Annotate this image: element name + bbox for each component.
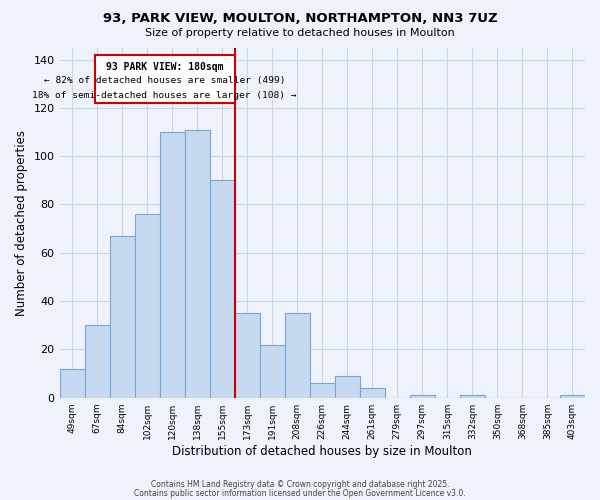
Text: ← 82% of detached houses are smaller (499): ← 82% of detached houses are smaller (49… (44, 76, 286, 86)
Text: Contains HM Land Registry data © Crown copyright and database right 2025.: Contains HM Land Registry data © Crown c… (151, 480, 449, 489)
Bar (110, 236, 134, 398)
Bar (360, 388, 385, 398)
Bar (160, 132, 185, 398)
Bar (460, 396, 485, 398)
Bar (560, 396, 585, 398)
Bar (235, 313, 260, 398)
Bar (285, 313, 310, 398)
Bar (134, 214, 160, 398)
Bar (410, 396, 435, 398)
Bar (85, 326, 110, 398)
Text: 18% of semi-detached houses are larger (108) →: 18% of semi-detached houses are larger (… (32, 91, 297, 100)
Bar (310, 383, 335, 398)
Text: Size of property relative to detached houses in Moulton: Size of property relative to detached ho… (145, 28, 455, 38)
Bar (335, 376, 360, 398)
Bar (185, 130, 209, 398)
X-axis label: Distribution of detached houses by size in Moulton: Distribution of detached houses by size … (172, 444, 472, 458)
Text: Contains public sector information licensed under the Open Government Licence v3: Contains public sector information licen… (134, 488, 466, 498)
Bar (260, 344, 285, 398)
Text: 93 PARK VIEW: 180sqm: 93 PARK VIEW: 180sqm (106, 62, 223, 72)
FancyBboxPatch shape (95, 54, 235, 103)
Bar (209, 180, 235, 398)
Bar (59, 368, 85, 398)
Y-axis label: Number of detached properties: Number of detached properties (15, 130, 28, 316)
Text: 93, PARK VIEW, MOULTON, NORTHAMPTON, NN3 7UZ: 93, PARK VIEW, MOULTON, NORTHAMPTON, NN3… (103, 12, 497, 26)
